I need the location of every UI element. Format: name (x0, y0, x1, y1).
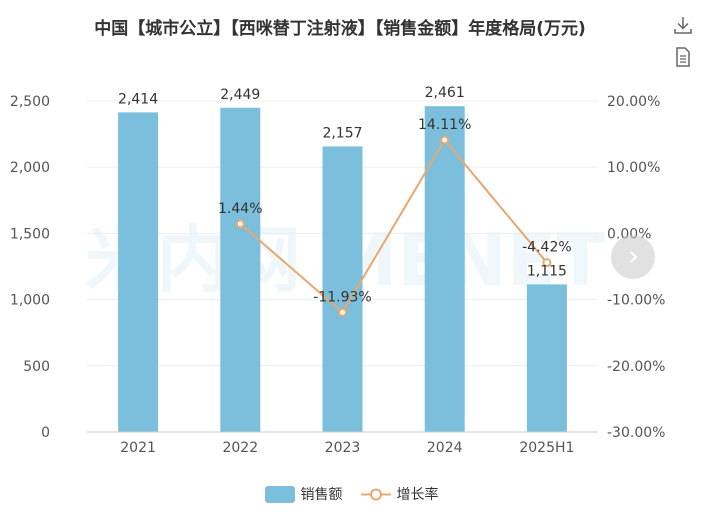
bar (220, 107, 261, 432)
growth-rate-label: 14.11% (418, 117, 471, 133)
legend-label-sales: 销售额 (300, 487, 343, 503)
right-axis-tick-label: -30.00% (607, 425, 665, 441)
growth-rate-label: -11.93% (313, 289, 371, 305)
left-axis-tick-label: 500 (23, 359, 50, 375)
legend-label-growth: 增长率 (396, 487, 439, 503)
bar-value-label: 2,414 (118, 91, 158, 107)
growth-rate-line (239, 138, 548, 314)
left-axis-tick-label: 2,500 (10, 94, 50, 110)
x-axis-tick-label: 2021 (120, 440, 156, 456)
right-axis-tick-label: -10.00% (607, 293, 665, 309)
x-axis-tick-label: 2022 (222, 440, 258, 456)
bar-value-label: 2,449 (220, 87, 260, 103)
bar-value-label: 1,115 (527, 263, 567, 279)
left-axis-tick-label: 1,000 (10, 293, 50, 309)
legend-item-sales[interactable]: 销售额 (264, 484, 343, 504)
bar-value-label: 2,157 (322, 125, 362, 141)
left-axis-tick-label: 0 (41, 425, 50, 441)
bar (118, 112, 159, 432)
right-axis-tick-label: 10.00% (607, 160, 660, 176)
download-icon[interactable] (672, 14, 694, 36)
growth-rate-point (542, 258, 552, 268)
legend-bar-swatch (264, 485, 295, 503)
legend-item-growth[interactable]: 增长率 (360, 484, 439, 504)
next-chart-button[interactable] (611, 235, 655, 279)
right-axis-tick-label: 20.00% (607, 94, 660, 110)
data-view-icon[interactable] (672, 46, 694, 68)
chart-title: 中国【城市公立】【西咪替丁注射液】【销售金额】年度格局(万元) (94, 19, 586, 39)
legend: 销售额 增长率 (0, 484, 703, 504)
right-axis-tick-label: -20.00% (607, 359, 665, 375)
growth-rate-point (235, 219, 245, 229)
growth-rate-point (440, 135, 450, 145)
growth-rate-label: 1.44% (218, 201, 262, 217)
left-axis-tick-label: 2,000 (10, 160, 50, 176)
left-axis-tick-label: 1,500 (10, 226, 50, 242)
bar (424, 106, 465, 432)
x-axis-tick-label: 2023 (325, 440, 361, 456)
x-axis-tick-label: 2025H1 (519, 440, 574, 456)
bar-value-label: 2,461 (425, 85, 465, 101)
growth-rate-point (338, 307, 347, 317)
growth-rate-label: -4.42% (522, 240, 572, 256)
legend-line-swatch (360, 488, 391, 500)
chevron-right-icon (630, 251, 638, 263)
bar (526, 284, 567, 432)
x-axis-tick-label: 2024 (427, 440, 463, 456)
